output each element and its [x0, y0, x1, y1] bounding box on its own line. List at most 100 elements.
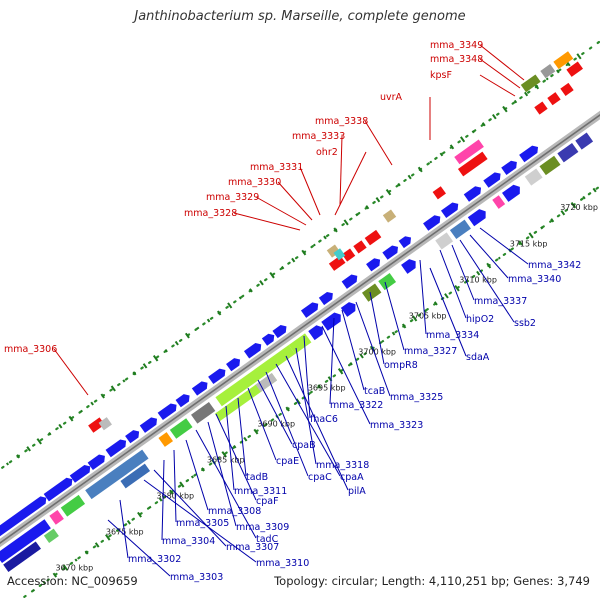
- gc-tick: [550, 218, 555, 223]
- cds-reverse-block: [215, 345, 296, 407]
- gc-tick: [26, 446, 31, 452]
- leader-line-lower: [341, 309, 365, 391]
- leader-line-upper: [255, 196, 307, 226]
- cds-reverse-block: [191, 401, 216, 424]
- cds-reverse-block: [85, 449, 149, 500]
- backbone-core: [0, 114, 600, 544]
- gc-tick: [52, 572, 58, 578]
- gc-tick: [497, 256, 501, 260]
- leader-line-lower: [384, 281, 405, 351]
- leader-line-lower: [225, 405, 235, 491]
- gc-tick: [476, 270, 481, 276]
- upper-feature: [353, 240, 367, 254]
- cds-forward-arrow: [261, 333, 275, 346]
- gc-tick: [285, 406, 290, 412]
- gc-tick: [190, 475, 194, 479]
- leader-line-lower: [107, 519, 171, 577]
- upper-feature: [326, 244, 341, 258]
- lower-feature-label: mma_3302: [128, 554, 181, 565]
- lower-feature-label: mma_3303: [170, 572, 223, 583]
- leader-line-lower: [173, 449, 177, 523]
- cds-forward-arrow: [139, 417, 158, 433]
- leader-line-lower: [161, 459, 165, 541]
- kbp-tick-label: 3720 kbp: [560, 203, 598, 212]
- accession-text: Accession: NC_009659: [7, 574, 138, 588]
- cds-reverse-block: [557, 142, 579, 163]
- upper-feature: [520, 74, 541, 93]
- gc-tick: [132, 371, 137, 376]
- gc-tick: [233, 445, 237, 449]
- lower-feature-label: mma_3322: [330, 400, 383, 411]
- gc-dot-tracks: [0, 39, 600, 600]
- upper-feature: [98, 417, 112, 431]
- lower-feature-label: cpaA: [340, 472, 364, 483]
- cds-forward-arrow: [519, 145, 539, 163]
- cds-reverse-block: [308, 325, 323, 341]
- leader-line-upper: [53, 348, 89, 396]
- upper-feature: [534, 101, 548, 115]
- cds-reverse-block: [435, 232, 454, 250]
- gc-tick: [528, 232, 534, 239]
- leader-line-upper: [334, 151, 367, 216]
- cds-reverse-block: [467, 209, 486, 227]
- lower-feature-label: fhaC6: [310, 414, 338, 425]
- lower-feature-label: mma_3325: [390, 392, 443, 403]
- gc-tick: [556, 69, 560, 74]
- cds-reverse-block: [502, 184, 520, 202]
- gc-tick: [313, 243, 316, 247]
- upper-feature: [553, 51, 574, 70]
- gc-tick: [265, 422, 268, 426]
- leader-line-upper: [479, 58, 521, 89]
- upper-feature: [328, 255, 346, 271]
- gc-tick: [216, 310, 222, 316]
- leader-line-lower: [479, 227, 529, 265]
- leader-line-lower: [355, 301, 391, 397]
- upper-feature-label: mma_3349: [430, 40, 483, 51]
- gc-tick: [412, 315, 418, 322]
- upper-feature: [382, 209, 397, 223]
- gc-tick: [407, 174, 412, 180]
- gc-tick: [137, 511, 142, 518]
- lower-feature-label: cpaF: [256, 496, 279, 507]
- leader-line-lower: [285, 355, 349, 491]
- cds-reverse-block: [539, 155, 561, 176]
- gc-tick: [524, 91, 529, 97]
- gc-tick: [381, 339, 385, 343]
- cds-reverse-block: [449, 219, 471, 240]
- lower-feature-label: mma_3327: [404, 346, 457, 357]
- leader-line-lower: [459, 239, 515, 323]
- upper-feature-label: mma_3331: [250, 162, 303, 173]
- cds-reverse-block: [288, 333, 312, 355]
- kbp-tick-label: 3690 kbp: [257, 419, 295, 428]
- cds-forward-arrow: [105, 439, 127, 458]
- gc-tick: [152, 355, 159, 362]
- upper-feature-label: kpsF: [430, 70, 452, 81]
- gc-tick: [397, 182, 401, 187]
- cds-forward-arrow: [157, 403, 177, 421]
- lower-feature-label: mma_3323: [370, 420, 423, 431]
- leader-line-lower: [303, 335, 311, 419]
- leader-line-lower: [469, 234, 509, 279]
- gc-tick: [540, 226, 544, 230]
- leader-line-lower: [143, 479, 257, 563]
- gc-tick: [301, 249, 307, 256]
- lower-feature-label: mma_3309: [236, 522, 289, 533]
- lower-feature-label: mma_3310: [256, 558, 309, 569]
- gc-tick: [465, 278, 470, 283]
- gc-tick: [576, 53, 582, 60]
- cds-reverse-block: [49, 509, 64, 525]
- upper-feature: [341, 248, 356, 262]
- leader-line-lower: [451, 244, 475, 301]
- gc-tick: [449, 144, 455, 150]
- gc-tick: [148, 505, 152, 509]
- leader-line-lower: [369, 291, 385, 365]
- cds-reverse-block: [321, 312, 341, 331]
- gc-tick: [48, 431, 52, 436]
- cds-forward-arrow: [0, 496, 47, 537]
- leader-line-upper: [233, 212, 301, 231]
- lower-feature-label: mma_3305: [176, 518, 229, 529]
- gc-tick: [206, 318, 211, 323]
- leader-line-lower: [429, 267, 467, 357]
- upper-feature: [432, 186, 446, 200]
